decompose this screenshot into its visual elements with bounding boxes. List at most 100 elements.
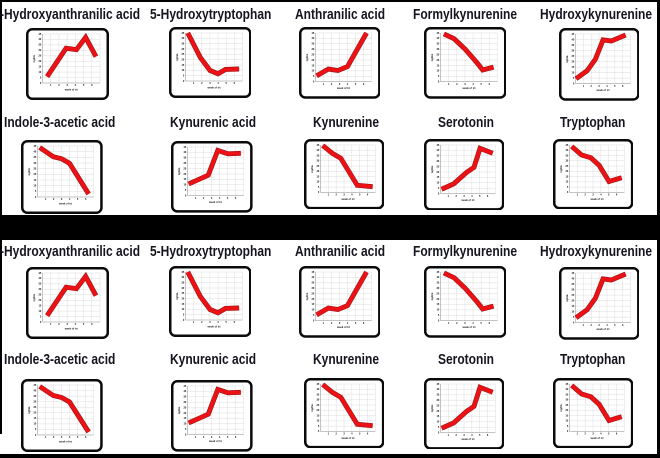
svg-text:10: 10: [436, 420, 439, 423]
svg-text:0: 0: [318, 430, 320, 433]
svg-text:10: 10: [436, 181, 439, 184]
svg-text:20: 20: [316, 170, 319, 173]
svg-text:1: 1: [323, 322, 325, 325]
svg-text:week of trt: week of trt: [462, 86, 475, 90]
svg-text:30: 30: [39, 49, 42, 52]
svg-text:2: 2: [335, 193, 337, 196]
svg-text:ng/mL: ng/mL: [310, 403, 314, 411]
svg-text:40: 40: [571, 38, 574, 41]
svg-text:4: 4: [600, 193, 602, 196]
svg-text:ng/mL: ng/mL: [175, 292, 179, 300]
svg-text:30: 30: [39, 288, 42, 291]
svg-text:5: 5: [227, 197, 229, 200]
svg-text:45: 45: [436, 144, 439, 147]
svg-text:25: 25: [184, 168, 187, 171]
svg-text:25: 25: [39, 294, 42, 297]
svg-text:4: 4: [217, 321, 219, 324]
svg-text:35: 35: [39, 283, 42, 286]
svg-text:3: 3: [339, 322, 341, 325]
svg-text:6: 6: [233, 82, 235, 85]
svg-text:30: 30: [316, 159, 319, 162]
svg-text:20: 20: [184, 412, 187, 415]
svg-text:1: 1: [45, 198, 47, 201]
svg-text:45: 45: [181, 32, 184, 35]
svg-text:5: 5: [225, 82, 227, 85]
svg-text:4: 4: [472, 322, 474, 325]
svg-text:3: 3: [343, 193, 345, 196]
svg-text:2: 2: [201, 321, 203, 324]
svg-text:week of trt: week of trt: [590, 436, 603, 440]
svg-text:30: 30: [316, 398, 319, 401]
svg-text:10: 10: [316, 181, 319, 184]
svg-text:40: 40: [34, 150, 37, 153]
svg-text:30: 30: [34, 162, 37, 165]
svg-text:20: 20: [181, 58, 184, 61]
svg-text:5: 5: [83, 323, 85, 326]
svg-text:ng/mL: ng/mL: [559, 164, 563, 172]
svg-text:4: 4: [347, 322, 349, 325]
svg-text:45: 45: [571, 33, 574, 36]
svg-text:6: 6: [363, 322, 365, 325]
svg-text:3: 3: [61, 198, 63, 201]
svg-text:30: 30: [181, 48, 184, 51]
svg-text:5: 5: [313, 314, 315, 317]
svg-text:10: 10: [39, 71, 42, 74]
svg-text:6: 6: [85, 436, 87, 439]
svg-text:20: 20: [184, 173, 187, 176]
svg-text:3: 3: [598, 85, 600, 88]
svg-text:2: 2: [584, 193, 586, 196]
svg-text:week of trt: week of trt: [341, 436, 354, 440]
svg-text:3: 3: [66, 323, 68, 326]
svg-text:3: 3: [211, 436, 213, 439]
svg-text:week of trt: week of trt: [337, 86, 350, 90]
svg-text:25: 25: [436, 292, 439, 295]
svg-text:30: 30: [436, 160, 439, 163]
svg-text:5: 5: [614, 324, 616, 327]
svg-text:6: 6: [235, 436, 237, 439]
svg-text:week of trt: week of trt: [596, 88, 609, 92]
svg-text:2: 2: [58, 323, 60, 326]
svg-text:1: 1: [327, 193, 329, 196]
svg-text:45: 45: [571, 272, 574, 275]
svg-text:2: 2: [455, 195, 457, 198]
svg-text:10: 10: [316, 420, 319, 423]
svg-text:6: 6: [91, 323, 93, 326]
svg-text:20: 20: [311, 59, 314, 62]
svg-text:2: 2: [331, 83, 333, 86]
svg-text:45: 45: [565, 383, 568, 386]
svg-text:40: 40: [181, 37, 184, 40]
svg-text:5: 5: [225, 321, 227, 324]
svg-text:6: 6: [233, 321, 235, 324]
svg-text:6: 6: [622, 85, 624, 88]
svg-text:5: 5: [35, 190, 37, 193]
svg-text:40: 40: [181, 276, 184, 279]
svg-text:week of trt: week of trt: [59, 439, 72, 443]
svg-text:5: 5: [438, 75, 440, 78]
svg-text:ng/mL: ng/mL: [430, 165, 434, 173]
svg-text:10: 10: [565, 420, 568, 423]
svg-text:0: 0: [567, 430, 569, 433]
svg-text:3: 3: [592, 193, 594, 196]
svg-text:6: 6: [622, 324, 624, 327]
svg-text:25: 25: [316, 165, 319, 168]
svg-text:40: 40: [316, 388, 319, 391]
svg-text:20: 20: [34, 173, 37, 176]
svg-text:0: 0: [313, 80, 315, 83]
svg-text:5: 5: [318, 186, 320, 189]
svg-text:25: 25: [184, 407, 187, 410]
svg-text:6: 6: [85, 198, 87, 201]
svg-text:45: 45: [34, 384, 37, 387]
svg-text:40: 40: [316, 149, 319, 152]
svg-text:5: 5: [185, 189, 187, 192]
svg-text:2: 2: [584, 432, 586, 435]
svg-text:15: 15: [565, 414, 568, 417]
svg-text:10: 10: [184, 184, 187, 187]
svg-text:40: 40: [311, 37, 314, 40]
svg-text:3: 3: [211, 197, 213, 200]
svg-text:10: 10: [34, 423, 37, 426]
svg-text:5: 5: [318, 425, 320, 428]
svg-text:5: 5: [614, 85, 616, 88]
svg-text:6: 6: [91, 84, 93, 87]
svg-text:0: 0: [185, 195, 187, 198]
svg-text:week of trt: week of trt: [207, 325, 220, 329]
